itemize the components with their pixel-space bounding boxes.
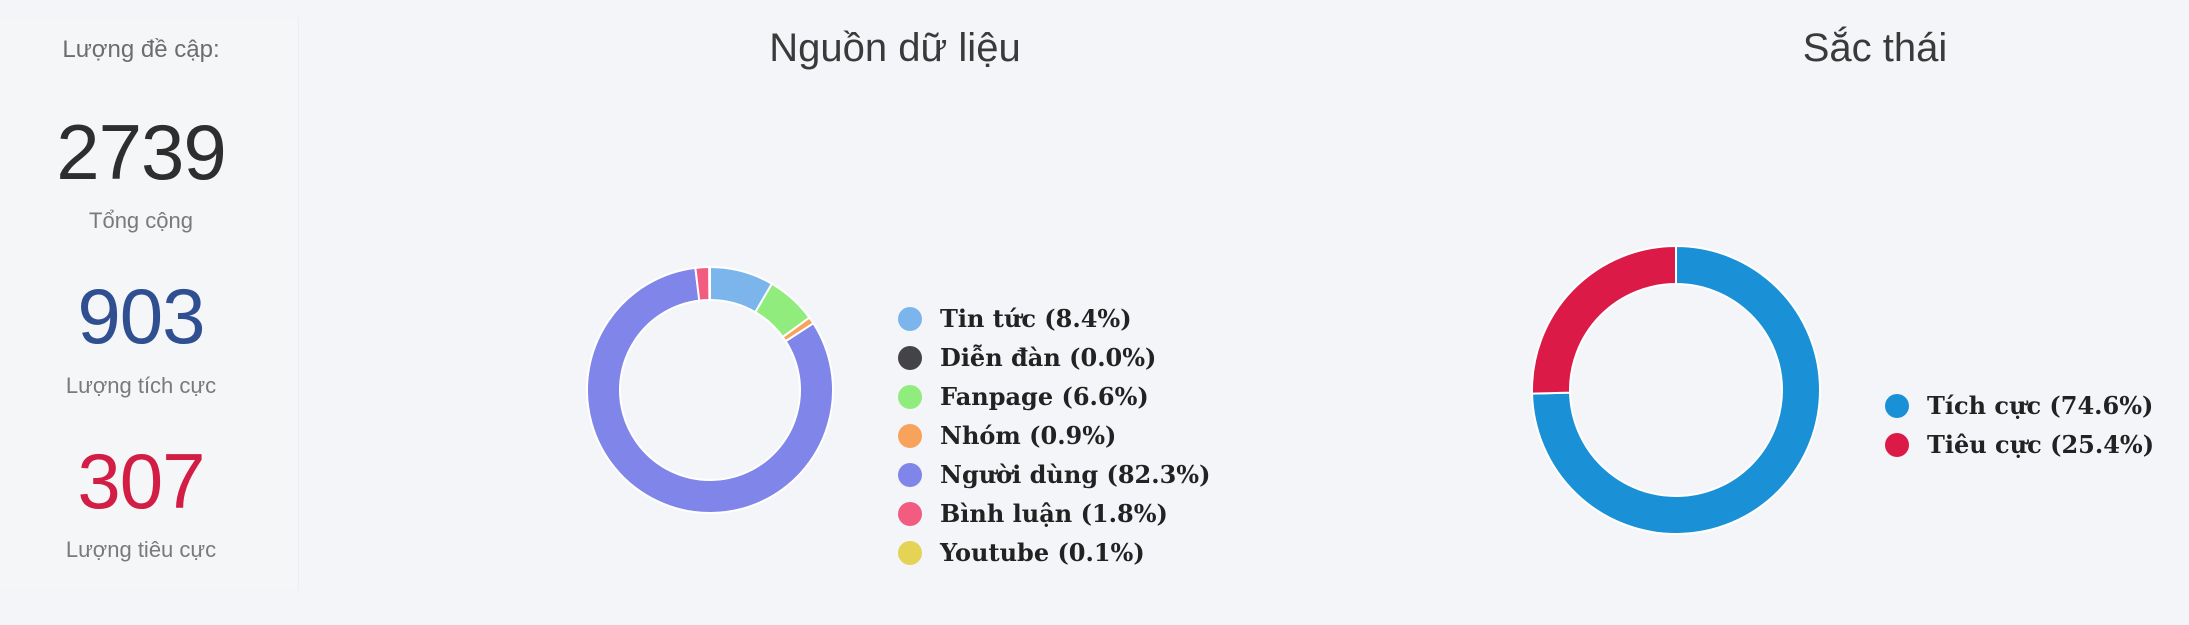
legend-label: Tích cực (74.6%) — [1927, 391, 2154, 420]
legend-label: Bình luận (1.8%) — [940, 499, 1168, 528]
legend-label: Người dùng (82.3%) — [940, 460, 1211, 489]
total-count: 2739 — [56, 108, 227, 196]
source-donut — [586, 265, 834, 514]
legend-label: Diễn đàn (0.0%) — [940, 343, 1157, 372]
legend-label: Tiêu cực (25.4%) — [1927, 430, 2155, 459]
negative-count: 307 — [77, 437, 205, 525]
source-chart-title: Nguồn dữ liệu — [769, 26, 1021, 70]
sentiment-legend: Tích cực (74.6%) Tiêu cực (25.4%) — [1885, 391, 2185, 471]
donut-slice-1-1[interactable] — [1531, 244, 1677, 395]
total-label: Tổng cộng — [89, 208, 193, 233]
donut-slice-1-0[interactable] — [1531, 244, 1821, 535]
sentiment-chart-title: Sắc thái — [1802, 26, 1948, 70]
source-legend: Tin tức (8.4%) Diễn đàn (0.0%) Fanpage (6.… — [898, 304, 1318, 574]
legend-label: Tin tức (8.4%) — [940, 304, 1132, 333]
legend-dot-icon — [898, 541, 922, 565]
donut-slice-0-6[interactable] — [708, 265, 711, 302]
positive-count: 903 — [77, 272, 205, 360]
legend-label: Nhóm (0.9%) — [940, 421, 1117, 450]
legend-dot-icon — [898, 502, 922, 526]
donut-slice-0-4[interactable] — [586, 266, 834, 514]
stats-panel: Lượng đề cập: 2739 Tổng cộng 903 Lượng t… — [0, 18, 299, 590]
legend-dot-icon — [898, 307, 922, 331]
legend-label: Fanpage (6.6%) — [940, 382, 1149, 411]
legend-dot-icon — [898, 385, 922, 409]
legend-dot-icon — [898, 424, 922, 448]
legend-dot-icon — [898, 463, 922, 487]
legend-label: Youtube (0.1%) — [940, 538, 1145, 567]
legend-dot-icon — [1885, 394, 1909, 418]
mentions-heading: Lượng đề cập: — [62, 36, 220, 63]
sentiment-donut — [1531, 244, 1821, 535]
legend-dot-icon — [898, 346, 922, 370]
legend-dot-icon — [1885, 433, 1909, 457]
negative-label: Lượng tiêu cực — [65, 537, 217, 562]
positive-label: Lượng tích cực — [65, 373, 217, 398]
